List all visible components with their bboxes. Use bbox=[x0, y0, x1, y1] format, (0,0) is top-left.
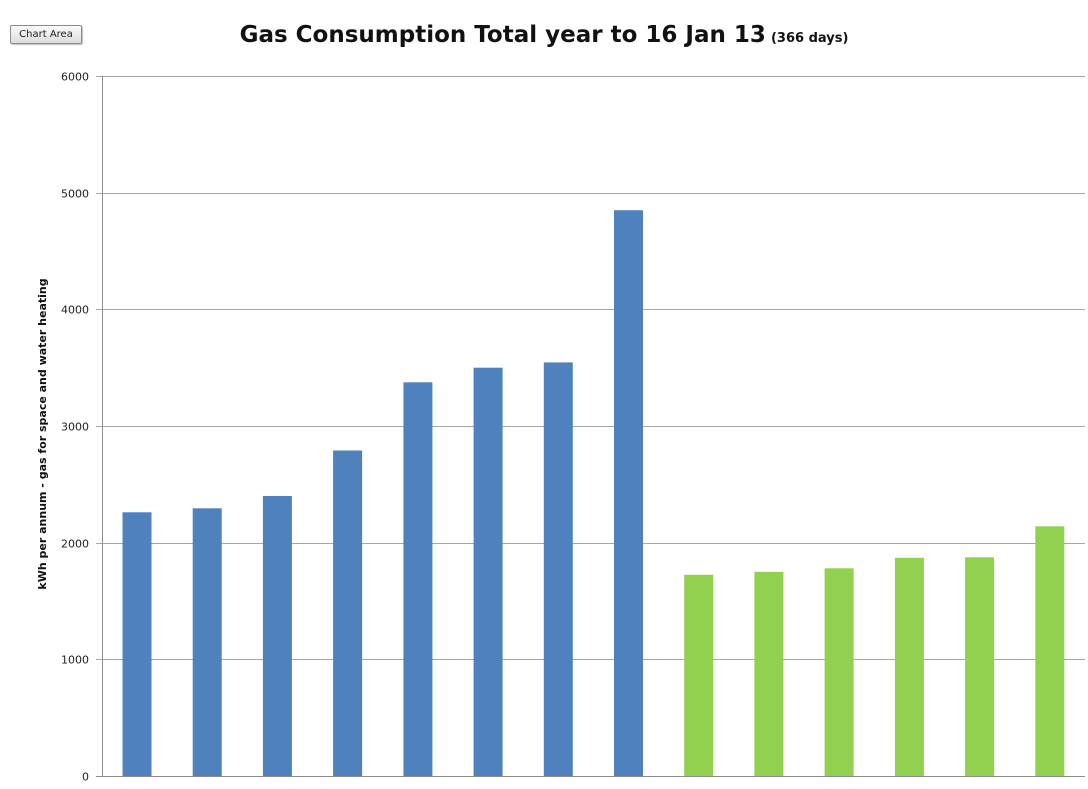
chart-area-button[interactable]: Chart Area bbox=[10, 25, 82, 44]
bar bbox=[754, 571, 784, 776]
chart-title: Gas Consumption Total year to 16 Jan 13 bbox=[239, 22, 766, 48]
chart-title-block: Gas Consumption Total year to 16 Jan 13 … bbox=[0, 22, 1088, 48]
y-tick-label: 2000 bbox=[61, 538, 89, 551]
bars bbox=[122, 210, 1065, 777]
y-axis: 0 1000 2000 3000 4000 5000 6000 bbox=[61, 71, 103, 784]
y-tick-label: 3000 bbox=[61, 421, 89, 434]
gridlines bbox=[96, 76, 1085, 777]
bar bbox=[122, 512, 152, 776]
y-tick-label: 5000 bbox=[61, 188, 89, 201]
bar bbox=[192, 508, 222, 777]
y-tick-label: 0 bbox=[82, 771, 89, 784]
bar bbox=[262, 496, 292, 776]
bar bbox=[614, 210, 643, 776]
y-tick-label: 1000 bbox=[61, 654, 89, 667]
bar bbox=[1035, 526, 1065, 776]
chart-subtitle: (366 days) bbox=[770, 31, 849, 46]
bar bbox=[894, 557, 924, 776]
bar bbox=[403, 382, 433, 777]
bar bbox=[543, 362, 573, 776]
bar bbox=[824, 568, 854, 776]
y-tick-label: 4000 bbox=[61, 304, 89, 317]
y-axis-label: kWh per annum - gas for space and water … bbox=[36, 278, 49, 589]
bar bbox=[473, 367, 503, 776]
bar bbox=[333, 450, 363, 776]
bar bbox=[684, 574, 714, 777]
bar bbox=[965, 557, 995, 777]
y-tick-label: 6000 bbox=[61, 71, 89, 84]
